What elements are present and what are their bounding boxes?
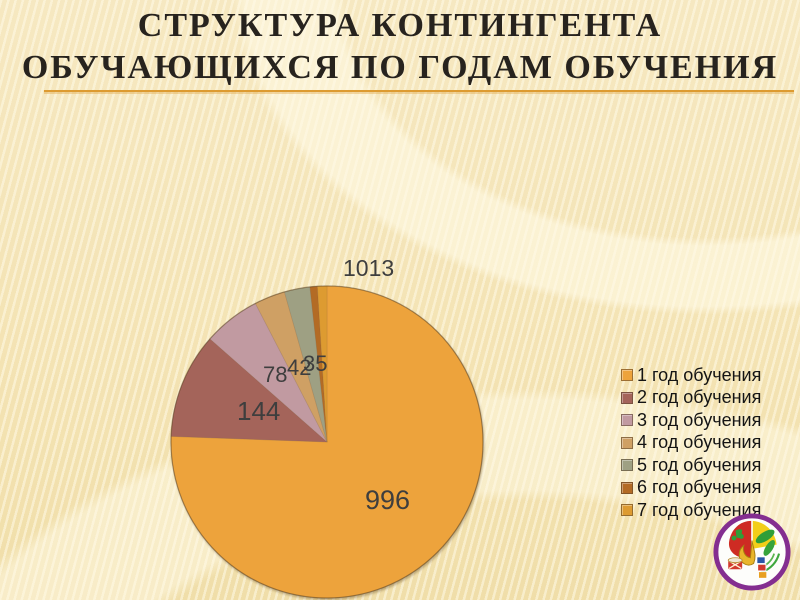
legend-item-1: 1 год обучения xyxy=(621,364,762,385)
legend-label-7: 7 год обучения xyxy=(637,499,762,520)
legend-swatch-2 xyxy=(621,391,633,404)
pie-slice-4 xyxy=(254,291,328,443)
legend-label-2: 2 год обучения xyxy=(637,387,762,407)
logo-leaf-icon xyxy=(763,540,775,556)
legend-label-6: 6 год обучения xyxy=(637,477,762,497)
pie-data-label-6-7: 1013 xyxy=(343,257,394,280)
pie-data-label-2: 144 xyxy=(237,396,281,426)
title-line-2: ОБУЧАЮЩИХСЯ ПО ГОДАМ ОБУЧЕНИЯ xyxy=(21,49,779,86)
pie-data-label-4: 42 xyxy=(287,355,312,380)
legend-label-3: 3 год обучения xyxy=(637,409,762,430)
logo-lyre-icon xyxy=(738,540,756,566)
legend-swatch-7 xyxy=(621,504,633,516)
pie-chart xyxy=(170,285,484,599)
pie-data-label-6: 10 xyxy=(343,255,369,281)
pie-data-label-1: 996 xyxy=(365,485,411,515)
logo-red-field xyxy=(728,520,752,559)
logo-drum-icon xyxy=(727,557,743,570)
pie-data-label-3: 78 xyxy=(263,362,288,387)
legend-item-7: 7 год обучения xyxy=(621,499,762,520)
legend-item-4: 4 год обучения xyxy=(621,432,762,452)
pie-slice-6 xyxy=(309,285,328,443)
school-logo xyxy=(713,513,791,591)
legend-item-6: 6 год обучения xyxy=(621,477,762,497)
pie-slice-1 xyxy=(170,285,484,599)
chart-legend: 1 год обучения 2 год обучения 3 год обуч… xyxy=(621,364,762,520)
title-line-1: СТРУКТУРА КОНТИНГЕНТА xyxy=(137,7,663,44)
title-underline xyxy=(44,90,794,92)
pie-data-label-7: 13 xyxy=(368,255,395,281)
legend-swatch-4 xyxy=(621,436,633,449)
pie-slice-5 xyxy=(283,286,328,443)
pie-slice-3 xyxy=(209,302,328,443)
legend-swatch-3 xyxy=(621,414,633,426)
logo-film-icon xyxy=(756,556,768,579)
legend-label-4: 4 год обучения xyxy=(637,432,762,452)
legend-label-1: 1 год обучения xyxy=(637,364,762,385)
legend-label-5: 5 год обучения xyxy=(637,454,762,475)
pie-slice-7 xyxy=(316,285,328,443)
pie-data-label-5: 35 xyxy=(303,351,328,376)
pie-slice-2 xyxy=(170,338,329,443)
page-title: СТРУКТУРА КОНТИНГЕНТА ОБУЧАЮЩИХСЯ ПО ГОД… xyxy=(0,5,800,89)
legend-item-3: 3 год обучения xyxy=(621,409,762,430)
legend-item-2: 2 год обучения xyxy=(621,387,762,407)
pie-chart-area: 1013 996 144 78 42 35 1 год обучения 2 г… xyxy=(0,110,800,599)
pie-outline xyxy=(170,285,484,599)
logo-leaf-icon xyxy=(755,529,775,544)
legend-swatch-5 xyxy=(621,459,633,471)
legend-swatch-6 xyxy=(621,481,633,494)
legend-item-5: 5 год обучения xyxy=(621,454,762,475)
legend-swatch-1 xyxy=(621,369,633,381)
